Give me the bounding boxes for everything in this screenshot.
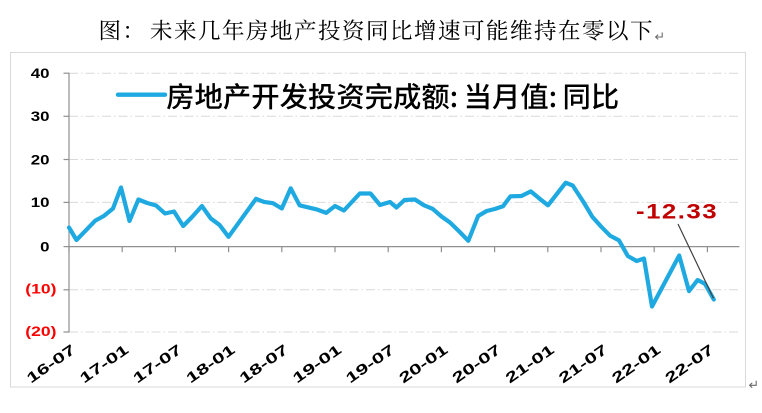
svg-text:0: 0 (40, 240, 49, 255)
svg-text:40: 40 (31, 67, 50, 82)
svg-text:-12.33: -12.33 (636, 200, 718, 223)
svg-text:10: 10 (31, 196, 50, 211)
svg-text:(10): (10) (25, 282, 56, 297)
svg-text:20: 20 (31, 153, 50, 168)
svg-text:(20): (20) (25, 325, 56, 340)
svg-text:30: 30 (31, 110, 50, 125)
